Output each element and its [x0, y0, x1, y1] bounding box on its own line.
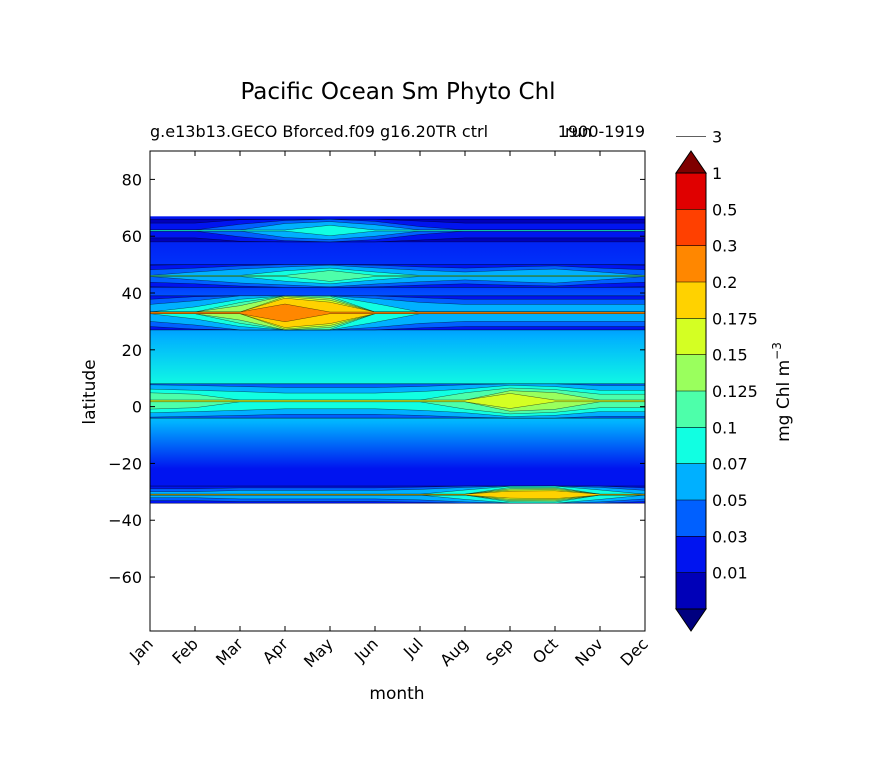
contour-background: [150, 216, 645, 504]
chart-title: Pacific Ocean Sm Phyto Chl: [240, 79, 555, 105]
x-tick-label: Apr: [259, 634, 292, 667]
colorbar-segment: [676, 209, 706, 246]
x-tick-label: Jan: [125, 634, 157, 666]
y-tick-label: 60: [122, 227, 142, 246]
colorbar-segment: [676, 427, 706, 464]
x-tick-label: Jul: [399, 634, 427, 662]
colorbar-segment: [676, 536, 706, 573]
colorbar-tick-label: 0.5: [712, 200, 737, 219]
contour-band-3-level-7: [150, 393, 645, 409]
contour-band-2-level-9: [150, 303, 645, 323]
colorbar-tick-label: 0.125: [712, 382, 758, 401]
colorbar-label-exponent: −3: [770, 342, 784, 360]
colorbar-segment: [676, 354, 706, 391]
colorbar-label-base: mg Chl m: [774, 360, 794, 442]
colorbar-tick-label: 0.15: [712, 346, 748, 365]
chart-subtitle-right: 1900-1919: [558, 122, 645, 141]
x-tick-label: May: [300, 634, 337, 671]
x-tick-label: Feb: [168, 634, 201, 667]
contour-band-4-level-8: [150, 490, 645, 499]
colorbar-extend-max: [675, 150, 707, 174]
colorbar: 0.01 0.03 0.05 0.07 0.1 0.125 0.15 0.175 0.2 0.3 0…: [675, 128, 758, 632]
y-tick-label: 40: [122, 284, 142, 303]
colorbar-segment: [676, 282, 706, 319]
x-tick-label: Sep: [482, 634, 517, 669]
y-axis-label: latitude: [80, 359, 100, 424]
chart-subtitle-overlap: run: [565, 122, 592, 141]
colorbar-tick-label: 3: [712, 128, 722, 147]
x-tick-label: Dec: [616, 634, 651, 669]
colorbar-tick-label: 0.07: [712, 455, 748, 474]
x-tick-label: Aug: [436, 634, 472, 670]
colorbar-tick-label: 0.01: [712, 564, 748, 583]
colorbar-tick-label: 0.1: [712, 418, 737, 437]
y-tick-label: 0: [132, 398, 142, 417]
colorbar-segment: [676, 173, 706, 210]
x-tick-label: Nov: [571, 634, 607, 670]
y-tick-label: −40: [108, 511, 142, 530]
x-tick-label: Mar: [212, 634, 247, 669]
y-tick-label: 20: [122, 341, 142, 360]
contour-band-0-level-4: [150, 225, 645, 236]
x-tick-label: Jun: [350, 634, 382, 666]
colorbar-tick-label: 1: [712, 164, 722, 183]
colorbar-tick-label: 0.05: [712, 491, 748, 510]
colorbar-segment: [676, 463, 706, 500]
colorbar-segment: [676, 245, 706, 282]
colorbar-tick-label: 0.175: [712, 309, 758, 328]
colorbar-segment: [676, 572, 706, 609]
colorbar-segment: [676, 500, 706, 537]
y-tick-label: −20: [108, 454, 142, 473]
colorbar-tick-label: 0.2: [712, 273, 737, 292]
x-axis-label: month: [369, 684, 424, 704]
y-tick-label: 80: [122, 170, 142, 189]
plot-area: Jan Feb Mar Apr May Jun Jul Aug Sep Oct Nov Dec 80 6…: [108, 150, 652, 671]
colorbar-label: mg Chl m−3: [770, 342, 794, 442]
x-tick-label: Oct: [529, 634, 562, 667]
colorbar-tick-label: 0.3: [712, 237, 737, 256]
colorbar-extend-min: [675, 608, 707, 632]
chart-subtitle-left: g.e13b13.GECO Bforced.f09 g16.20TR ctrl: [150, 122, 488, 141]
contour-band-1-level-5: [150, 270, 645, 282]
plot-frame: [149, 150, 646, 632]
y-tick-label: −60: [108, 568, 142, 587]
colorbar-segment: [676, 391, 706, 428]
colorbar-segment: [676, 318, 706, 355]
contour-field: [150, 216, 645, 504]
colorbar-frame: [675, 172, 707, 610]
colorbar-tick-label: 0.03: [712, 527, 748, 546]
y-axis: 80 60 40 20 0 −20 −40 −60: [108, 170, 645, 587]
